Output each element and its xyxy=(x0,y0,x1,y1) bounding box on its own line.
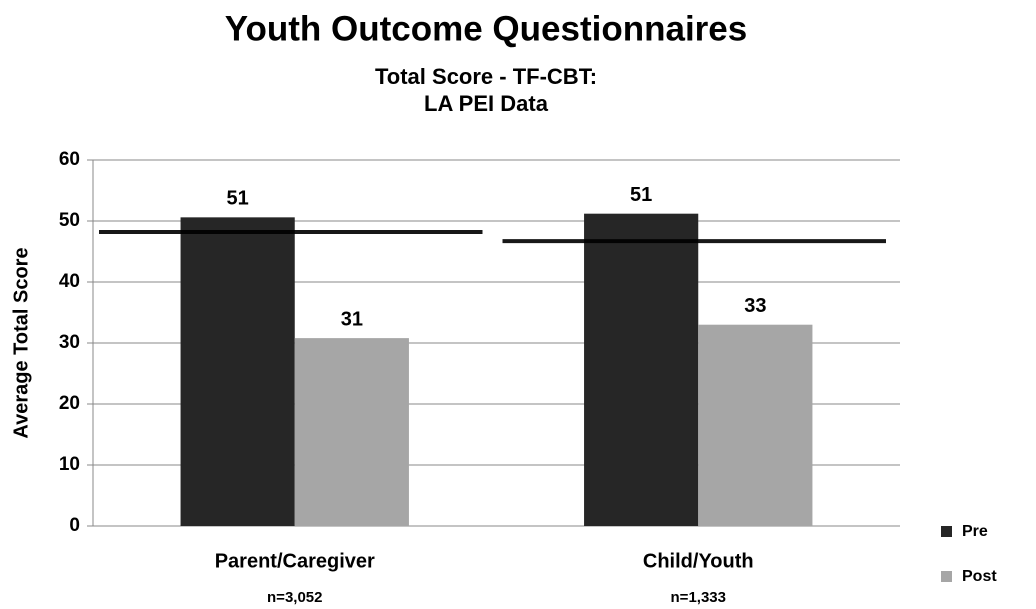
value-label: 51 xyxy=(227,188,249,210)
legend-swatch xyxy=(941,526,952,537)
value-label: 33 xyxy=(744,295,766,317)
bar xyxy=(584,213,699,526)
category-note: n=3,052 xyxy=(267,589,322,606)
legend-label: Post xyxy=(962,568,997,585)
legend-swatch xyxy=(941,571,952,582)
y-axis-label: Average Total Score xyxy=(10,247,32,438)
value-label: 51 xyxy=(630,184,652,206)
y-tick-label: 20 xyxy=(59,393,80,414)
y-tick-label: 50 xyxy=(59,210,80,231)
chart-subtitle: LA PEI Data xyxy=(424,91,549,116)
y-tick-label: 40 xyxy=(59,271,80,292)
x-tick-label: Parent/Caregiver xyxy=(215,550,375,572)
y-tick-label: 0 xyxy=(69,515,80,536)
bar xyxy=(294,338,409,526)
y-tick-label: 60 xyxy=(59,149,80,170)
x-tick-label: Child/Youth xyxy=(643,550,754,572)
legend-label: Pre xyxy=(962,523,988,540)
chart-subtitle: Total Score - TF-CBT: xyxy=(375,64,597,89)
bar xyxy=(698,324,813,526)
value-label: 31 xyxy=(341,308,363,330)
y-tick-label: 30 xyxy=(59,332,80,353)
y-tick-label: 10 xyxy=(59,454,80,475)
category-note: n=1,333 xyxy=(671,589,726,606)
chart-title: Youth Outcome Questionnaires xyxy=(225,9,747,48)
bar xyxy=(180,217,295,526)
